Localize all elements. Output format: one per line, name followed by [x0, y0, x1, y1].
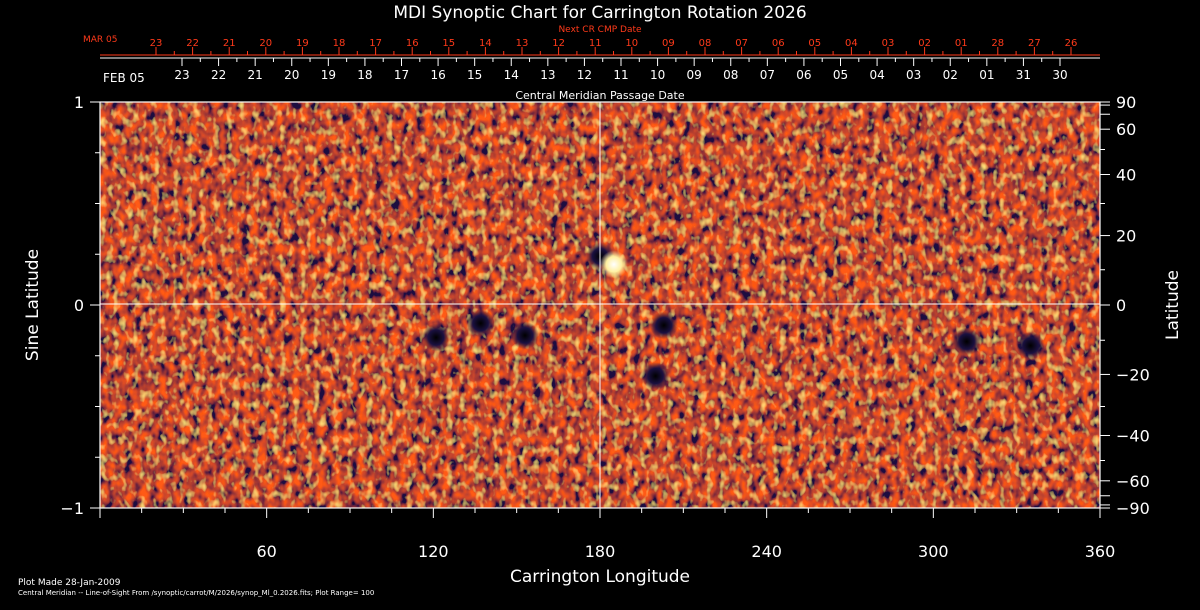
cmp-day-label: 13	[540, 68, 555, 82]
next-cr-day-label: 26	[1065, 38, 1078, 49]
next-cr-label: Next CR CMP Date	[558, 25, 642, 35]
cmp-day-label: 06	[796, 68, 811, 82]
plot-made-text: Plot Made 28-Jan-2009	[18, 578, 121, 588]
cmp-day-label: 15	[467, 68, 482, 82]
next-cr-day-label: 19	[296, 38, 309, 49]
cmp-day-label: 19	[321, 68, 336, 82]
next-cr-day-label: 06	[772, 38, 785, 49]
latitude-tick-label: −90	[1116, 499, 1150, 518]
longitude-tick-label: 180	[585, 542, 616, 561]
next-cr-day-label: 28	[991, 38, 1004, 49]
next-cr-day-label: 15	[442, 38, 455, 49]
magnetic-feature-negative	[511, 321, 539, 350]
cmp-day-label: 20	[284, 68, 299, 82]
next-cr-day-label: 23	[150, 38, 163, 49]
cmp-day-label: 14	[504, 68, 519, 82]
cmp-day-label: 03	[906, 68, 921, 82]
next-cr-day-label: 20	[259, 38, 272, 49]
magnetic-feature-negative	[649, 311, 678, 340]
next-cr-day-label: 08	[699, 38, 712, 49]
source-text: Central Meridian -- Line-of-Sight From /…	[18, 589, 375, 597]
cmp-label: Central Meridian Passage Date	[515, 89, 684, 102]
cmp-month: FEB 05	[103, 71, 145, 85]
cmp-day-label: 02	[943, 68, 958, 82]
next-cr-day-label: 05	[808, 38, 821, 49]
longitude-tick-label: 300	[918, 542, 949, 561]
longitude-tick-label: 60	[256, 542, 276, 561]
longitude-tick-label: 240	[751, 542, 782, 561]
cmp-day-label: 22	[211, 68, 226, 82]
next-cr-day-label: 27	[1028, 38, 1041, 49]
sine-latitude-tick-label: 1	[74, 93, 84, 112]
cmp-day-label: 09	[687, 68, 702, 82]
footer: Plot Made 28-Jan-2009 Central Meridian -…	[18, 578, 374, 598]
cmp-day-label: 23	[174, 68, 189, 82]
next-cr-day-label: 12	[552, 38, 565, 49]
magnetic-features	[422, 242, 1045, 391]
latitude-tick-label: 20	[1116, 227, 1136, 246]
bottom-axis-ticks: 60 120 180 240 300 360	[99, 508, 1116, 561]
magnetic-feature-negative	[466, 309, 495, 338]
magnetic-feature-negative	[422, 323, 451, 352]
left-axis-ticks: 1 0 −1	[60, 93, 100, 518]
longitude-tick-label: 120	[418, 542, 449, 561]
cmp-day-label: 01	[979, 68, 994, 82]
right-axis-ticks: 90 60 40 20 0 −20 −40 −60 −90	[1100, 93, 1150, 518]
next-cr-day-label: 21	[223, 38, 236, 49]
next-cr-day-label: 01	[955, 38, 968, 49]
next-cr-day-label: 14	[479, 38, 492, 49]
next-cr-day-label: 22	[186, 38, 199, 49]
cmp-day-label: 12	[577, 68, 592, 82]
cmp-day-label: 18	[357, 68, 372, 82]
next-cr-day-label: 03	[882, 38, 895, 49]
next-cr-day-label: 07	[735, 38, 748, 49]
cmp-day-label: 05	[833, 68, 848, 82]
cmp-day-label: 04	[869, 68, 884, 82]
right-axis-label: Latitude	[1163, 270, 1183, 340]
cmp-day-label: 11	[613, 68, 628, 82]
next-cr-day-label: 10	[625, 38, 638, 49]
cmp-day-label: 30	[1052, 68, 1067, 82]
next-cr-day-label: 13	[516, 38, 529, 49]
magnetic-feature-negative	[1016, 331, 1045, 360]
latitude-tick-label: −40	[1116, 426, 1150, 445]
latitude-tick-label: 0	[1116, 296, 1126, 315]
next-cr-day-label: 18	[333, 38, 346, 49]
sine-latitude-tick-label: −1	[60, 499, 84, 518]
cmp-day-label: 31	[1016, 68, 1031, 82]
next-cr-day-label: 11	[589, 38, 602, 49]
longitude-tick-label: 360	[1085, 542, 1116, 561]
next-cr-day-label: 09	[662, 38, 675, 49]
cmp-day-label: 17	[394, 68, 409, 82]
chart-title: MDI Synoptic Chart for Carrington Rotati…	[393, 3, 806, 23]
latitude-tick-label: 90	[1116, 93, 1136, 112]
latitude-tick-label: 60	[1116, 120, 1136, 139]
cmp-day-label: 08	[723, 68, 738, 82]
latitude-tick-label: −20	[1116, 365, 1150, 384]
next-cr-ticks: 23 22 21 20 19 18 17 16 15 14 13 12 11 10 09 08 07 06 05 04…	[150, 38, 1078, 55]
next-cr-day-label: 17	[369, 38, 382, 49]
next-cr-day-label: 02	[918, 38, 931, 49]
magnetic-feature-negative	[952, 327, 981, 356]
cmp-day-label: 10	[650, 68, 665, 82]
magnetic-feature-positive	[599, 250, 628, 279]
latitude-tick-label: 40	[1116, 166, 1136, 185]
bottom-axis-label: Carrington Longitude	[510, 567, 690, 587]
next-cr-day-label: 16	[406, 38, 419, 49]
sine-latitude-tick-label: 0	[74, 296, 84, 315]
cmp-day-label: 16	[430, 68, 445, 82]
next-cr-month: MAR 05	[83, 35, 118, 45]
magnetic-feature-negative	[641, 362, 670, 391]
next-cr-day-label: 04	[845, 38, 858, 49]
latitude-tick-label: −60	[1116, 472, 1150, 491]
cmp-day-label: 07	[760, 68, 775, 82]
left-axis-label: Sine Latitude	[23, 249, 43, 361]
cmp-day-label: 21	[248, 68, 263, 82]
cmp-ticks: 23 22 21 20 19 18 17 16 15 14 13 12 11 10 09 08 07 06 05 04…	[100, 57, 1100, 82]
